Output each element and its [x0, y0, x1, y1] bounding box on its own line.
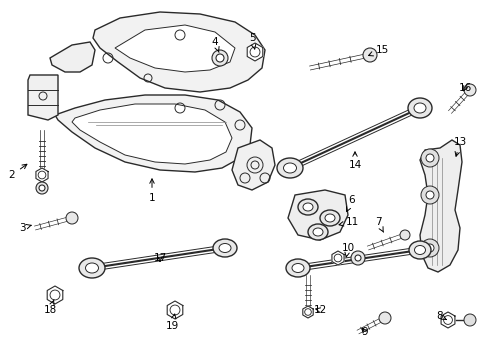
Polygon shape [419, 140, 461, 272]
Ellipse shape [319, 210, 339, 226]
Polygon shape [115, 25, 235, 72]
Ellipse shape [213, 239, 237, 257]
Polygon shape [287, 190, 347, 240]
Text: 18: 18 [43, 300, 57, 315]
Text: 9: 9 [361, 327, 367, 337]
Circle shape [420, 149, 438, 167]
Ellipse shape [297, 199, 317, 215]
Circle shape [38, 171, 46, 179]
Circle shape [425, 244, 433, 252]
Circle shape [463, 84, 475, 96]
Ellipse shape [285, 259, 309, 277]
Text: 17: 17 [153, 253, 166, 263]
Text: 12: 12 [313, 305, 326, 315]
Text: 8: 8 [436, 311, 446, 321]
Polygon shape [231, 140, 274, 190]
Circle shape [463, 314, 475, 326]
Ellipse shape [303, 203, 312, 211]
Text: 4: 4 [211, 37, 219, 52]
Polygon shape [50, 42, 95, 72]
Circle shape [425, 154, 433, 162]
Polygon shape [72, 104, 231, 164]
Text: 1: 1 [148, 179, 155, 203]
Text: 3: 3 [19, 223, 31, 233]
Text: 16: 16 [457, 83, 470, 93]
Circle shape [350, 251, 364, 265]
Circle shape [39, 185, 45, 191]
Circle shape [304, 309, 311, 315]
Ellipse shape [79, 258, 105, 278]
Ellipse shape [276, 158, 303, 178]
Ellipse shape [312, 228, 323, 236]
Polygon shape [36, 168, 48, 182]
Polygon shape [47, 286, 62, 304]
Ellipse shape [408, 241, 430, 259]
Text: 7: 7 [374, 217, 383, 232]
Polygon shape [247, 43, 262, 61]
Circle shape [36, 182, 48, 194]
Polygon shape [302, 306, 312, 318]
Text: 5: 5 [248, 33, 255, 49]
Ellipse shape [85, 263, 98, 273]
Text: 19: 19 [165, 314, 178, 331]
Circle shape [212, 50, 227, 66]
Circle shape [420, 186, 438, 204]
Polygon shape [331, 251, 344, 265]
Ellipse shape [307, 224, 327, 240]
Text: 6: 6 [346, 195, 355, 211]
Polygon shape [55, 95, 251, 172]
Circle shape [399, 230, 409, 240]
Polygon shape [440, 312, 454, 328]
Circle shape [378, 312, 390, 324]
Ellipse shape [219, 243, 230, 252]
Ellipse shape [407, 98, 431, 118]
Polygon shape [167, 301, 183, 319]
Ellipse shape [283, 163, 296, 173]
Ellipse shape [414, 246, 425, 255]
Circle shape [443, 316, 451, 324]
Circle shape [66, 212, 78, 224]
Ellipse shape [325, 214, 334, 222]
Text: 2: 2 [9, 164, 27, 180]
Circle shape [216, 54, 224, 62]
Circle shape [333, 254, 341, 262]
Text: 15: 15 [368, 45, 388, 56]
Polygon shape [93, 12, 264, 92]
Text: 10: 10 [341, 243, 354, 257]
Circle shape [425, 191, 433, 199]
Text: 14: 14 [347, 152, 361, 170]
Polygon shape [28, 75, 58, 120]
Circle shape [249, 47, 260, 57]
Ellipse shape [413, 103, 425, 113]
Text: 11: 11 [338, 217, 358, 227]
Ellipse shape [291, 264, 304, 273]
Circle shape [362, 48, 376, 62]
Circle shape [170, 305, 180, 315]
Text: 13: 13 [452, 137, 466, 156]
Circle shape [420, 239, 438, 257]
Circle shape [354, 255, 360, 261]
Circle shape [50, 290, 60, 300]
